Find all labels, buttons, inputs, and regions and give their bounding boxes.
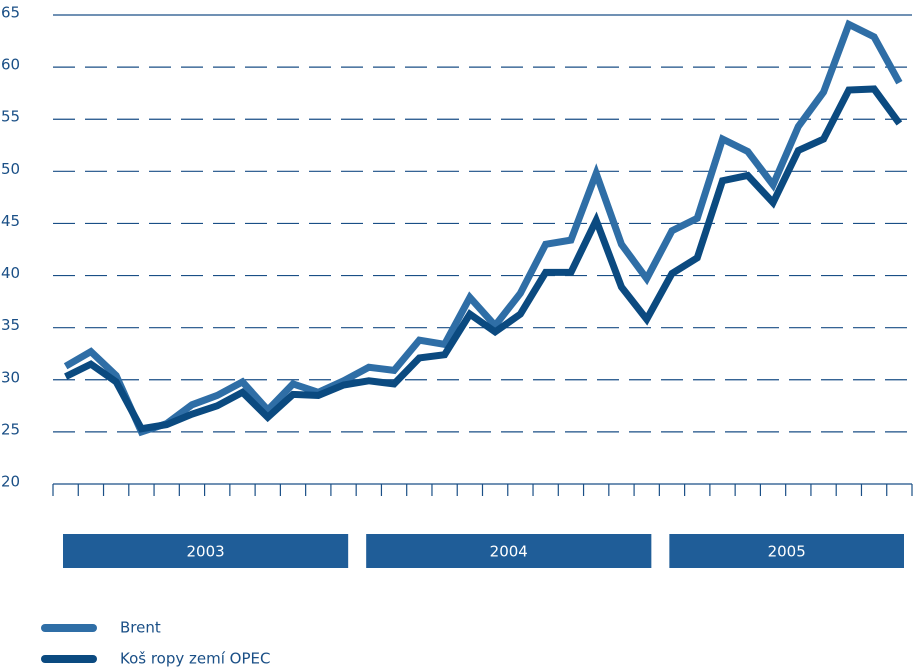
legend-label: Brent xyxy=(120,619,161,637)
period-bar xyxy=(63,534,349,568)
period-label: 2005 xyxy=(768,543,806,561)
y-tick-label: 65 xyxy=(1,4,20,22)
y-tick-label: 30 xyxy=(1,368,20,386)
y-tick-label: 45 xyxy=(1,212,20,230)
series-line xyxy=(63,19,903,437)
period-bar xyxy=(669,534,904,568)
period-bar xyxy=(366,534,652,568)
y-tick-label: 20 xyxy=(1,473,20,491)
series-line xyxy=(64,85,903,433)
y-tick-label: 50 xyxy=(1,160,20,178)
legend-label: Koš ropy zemí OPEC xyxy=(120,650,270,668)
y-tick-label: 25 xyxy=(1,420,20,438)
y-tick-label: 40 xyxy=(1,264,20,282)
y-tick-label: 35 xyxy=(1,316,20,334)
y-tick-label: 55 xyxy=(1,108,20,126)
period-label: 2003 xyxy=(186,543,224,561)
y-tick-label: 60 xyxy=(1,56,20,74)
period-label: 2004 xyxy=(490,543,528,561)
